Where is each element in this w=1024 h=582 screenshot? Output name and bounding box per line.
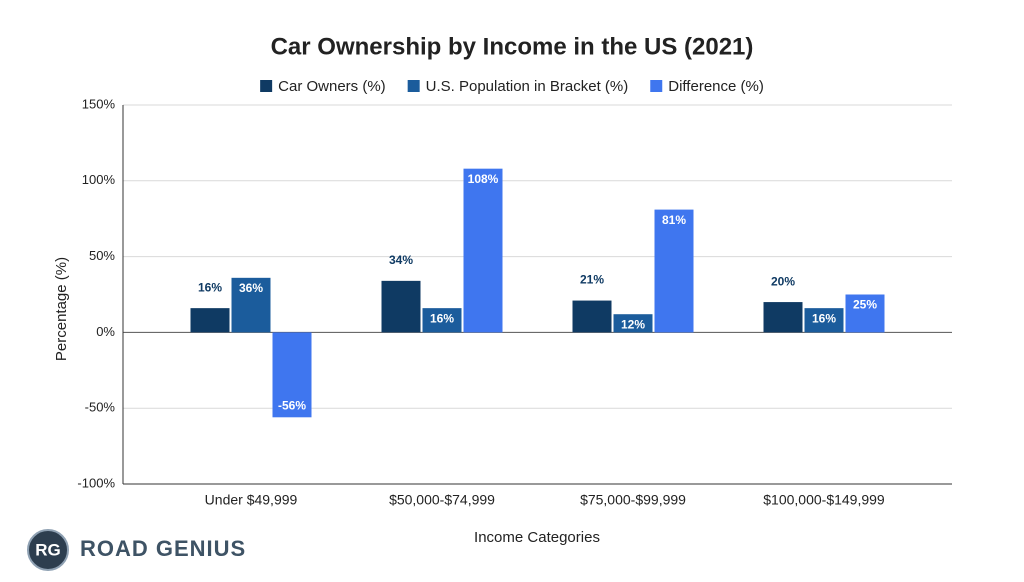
data-label: 34% (389, 253, 413, 267)
bar (804, 308, 844, 333)
bar (381, 280, 421, 333)
bar (763, 302, 803, 333)
logo-badge-text: RG (35, 540, 61, 559)
chart-title: Car Ownership by Income in the US (2021) (271, 33, 754, 60)
bar (231, 277, 271, 333)
y-axis-label: Percentage (%) (53, 257, 70, 361)
logo-badge (27, 529, 69, 571)
x-tick-label: $50,000-$74,999 (389, 492, 495, 508)
y-tick-label: -50% (85, 400, 116, 415)
data-label: 16% (198, 280, 222, 294)
data-label: 108% (468, 172, 499, 186)
legend-label: U.S. Population in Bracket (%) (426, 78, 629, 95)
bar (190, 308, 230, 333)
bar (463, 168, 503, 333)
legend-swatch (260, 80, 273, 92)
x-tick-label: $75,000-$99,999 (580, 492, 686, 508)
bar (654, 209, 694, 333)
data-label: 25% (853, 298, 877, 312)
data-label: 81% (662, 213, 686, 227)
bar (272, 332, 312, 418)
bar (422, 308, 462, 333)
logo: RG ROAD GENIUS (27, 529, 246, 571)
logo-text: ROAD GENIUS (80, 536, 246, 561)
data-label: -56% (278, 398, 306, 412)
data-label: 16% (812, 311, 836, 325)
data-label: 16% (430, 311, 454, 325)
bar (572, 300, 612, 333)
data-label: 36% (239, 281, 263, 295)
data-label: 12% (621, 317, 645, 331)
x-tick-label: Under $49,999 (205, 492, 298, 508)
data-label: 20% (771, 274, 795, 288)
y-tick-label: 50% (89, 248, 115, 263)
legend-label: Difference (%) (668, 78, 764, 95)
x-axis-label: Income Categories (474, 529, 600, 546)
y-tick-label: -100% (77, 475, 115, 490)
data-label: 21% (580, 273, 604, 287)
legend-swatch (407, 80, 420, 92)
legend-label: Car Owners (%) (278, 78, 386, 95)
bar (613, 314, 653, 333)
x-tick-label: $100,000-$149,999 (763, 492, 885, 508)
legend-swatch (650, 80, 663, 92)
y-tick-label: 100% (82, 172, 116, 187)
bar (845, 294, 885, 333)
y-tick-label: 0% (96, 324, 115, 339)
y-tick-label: 150% (82, 96, 116, 111)
